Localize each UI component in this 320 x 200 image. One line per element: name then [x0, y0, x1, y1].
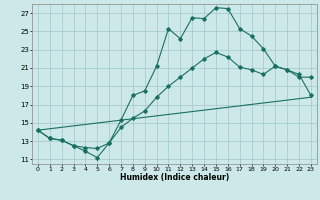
X-axis label: Humidex (Indice chaleur): Humidex (Indice chaleur)	[120, 173, 229, 182]
